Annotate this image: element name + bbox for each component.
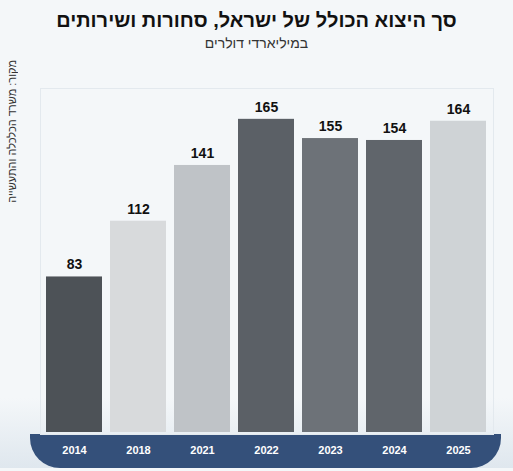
svg-text:141: 141	[191, 145, 215, 161]
svg-text:165: 165	[255, 99, 279, 115]
svg-text:2018: 2018	[126, 444, 150, 456]
svg-text:2021: 2021	[190, 444, 214, 456]
svg-text:2014: 2014	[62, 444, 87, 456]
svg-text:155: 155	[319, 118, 343, 134]
svg-text:112: 112	[127, 201, 150, 217]
html-text:מקור: משרד הכלכלה והתעשייה: מקור: משרד הכלכלה והתעשייה	[6, 60, 18, 203]
svg-text:2022: 2022	[254, 444, 278, 456]
html-text:במיליארדי דולרים: במיליארדי דולרים	[204, 35, 309, 51]
svg-text:2024: 2024	[382, 444, 407, 456]
svg-text:2025: 2025	[446, 444, 470, 456]
html-text:סך היצוא הכולל של ישראל, סחורו: סך היצוא הכולל של ישראל, סחורות ושירותים	[56, 9, 457, 31]
svg-text:164: 164	[447, 101, 471, 117]
svg-text:2023: 2023	[318, 444, 342, 456]
svg-text:154: 154	[383, 120, 407, 136]
svg-text:83: 83	[67, 256, 83, 272]
